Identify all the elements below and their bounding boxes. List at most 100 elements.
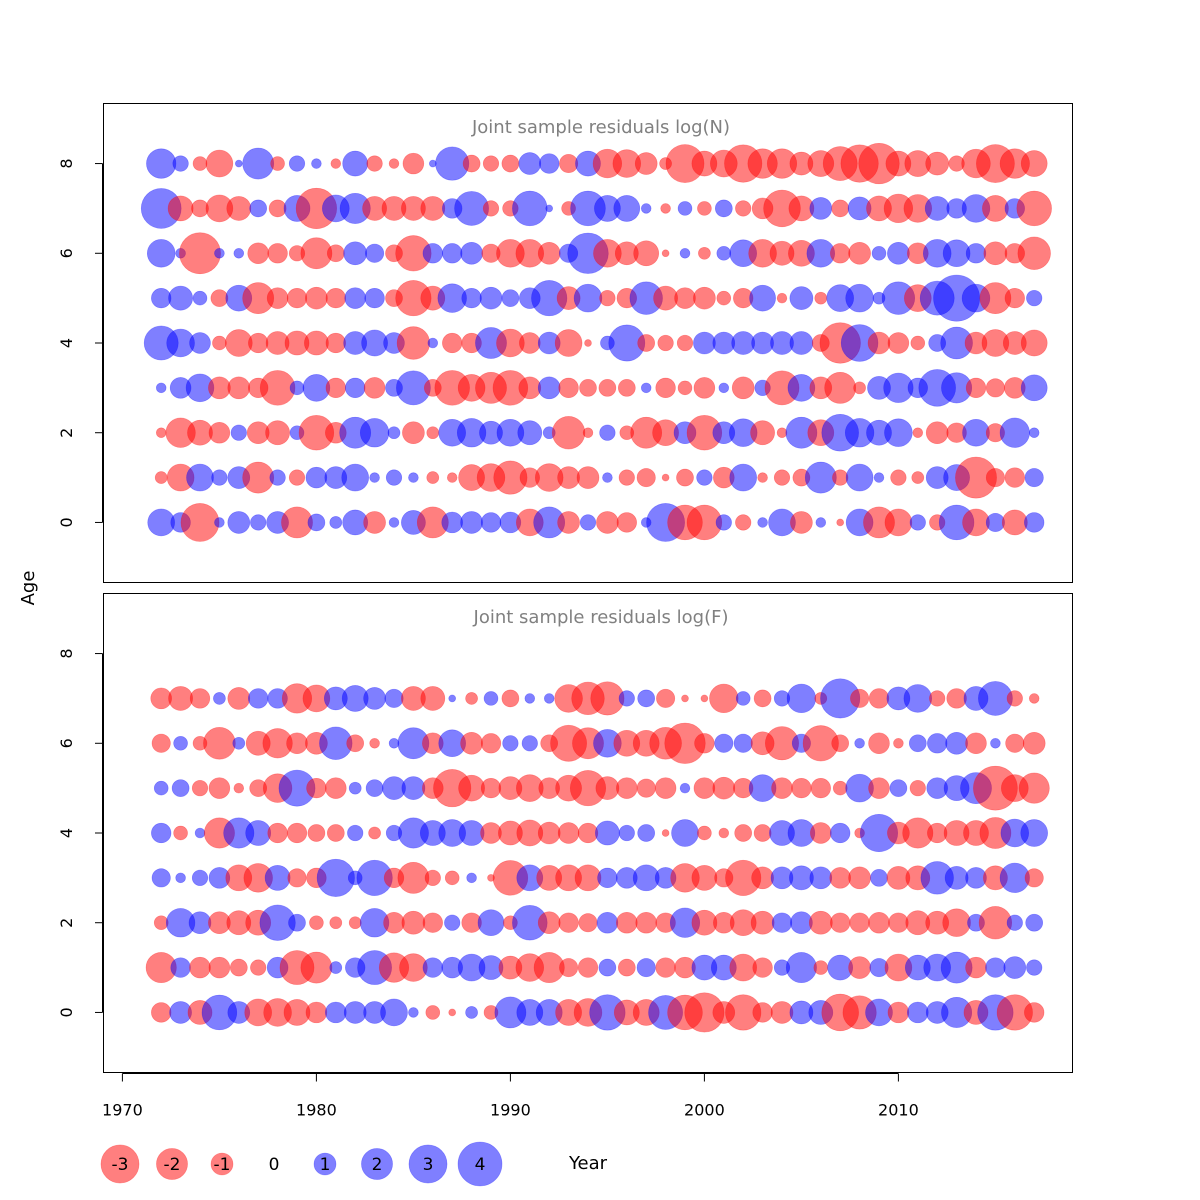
residual-bubble — [343, 241, 368, 266]
residual-bubble — [557, 466, 580, 489]
residual-bubble — [715, 514, 732, 531]
residual-bubble — [444, 870, 460, 886]
residual-bubble — [420, 196, 446, 221]
residual-bubble — [965, 243, 987, 264]
residual-bubble — [849, 912, 870, 933]
panel-log-n: Joint sample residuals log(N) 0 2 4 6 8 — [57, 103, 1073, 583]
y-tick-label: 4 — [57, 338, 76, 348]
residual-bubble — [640, 203, 652, 214]
residual-bubble — [637, 334, 656, 352]
residual-bubble — [442, 243, 463, 264]
residual-bubble — [655, 377, 676, 398]
residual-bubble — [325, 288, 346, 309]
residual-bubble — [329, 516, 343, 529]
residual-bubble — [235, 159, 243, 168]
residual-bubble — [808, 910, 833, 935]
residual-bubble — [1020, 329, 1048, 357]
residual-bubble — [709, 683, 739, 714]
residual-bubble — [365, 243, 385, 263]
x-tick-label: 1980 — [296, 1101, 337, 1120]
residual-bubble — [1016, 190, 1052, 227]
residual-bubble — [173, 736, 188, 751]
legend-bubble — [100, 1144, 140, 1184]
residual-bubble — [814, 291, 828, 305]
x-axis: 1970 1980 1990 2000 2010 — [102, 1073, 919, 1120]
residual-bubble — [853, 381, 866, 395]
residual-bubble — [655, 957, 676, 978]
residual-bubble — [384, 688, 404, 708]
residual-bubble — [656, 688, 676, 708]
residual-bubble — [227, 687, 251, 710]
residual-bubble — [1024, 868, 1044, 888]
residual-bubble — [912, 427, 924, 438]
residual-bubble — [227, 511, 251, 534]
residual-bubble — [151, 733, 171, 753]
residual-bubble — [965, 732, 987, 755]
residual-bubble — [1020, 819, 1048, 847]
residual-bubble — [401, 910, 426, 935]
residual-bubble — [985, 378, 1005, 398]
residual-bubble — [248, 688, 269, 709]
residual-bubble — [307, 824, 326, 842]
residual-bubble — [693, 286, 716, 310]
residual-bubble — [402, 152, 425, 175]
residual-bubble — [348, 916, 362, 930]
residual-bubble — [786, 683, 817, 714]
residual-bubble — [448, 1008, 456, 1017]
residual-bubble — [227, 376, 251, 400]
residual-bubble — [1005, 733, 1025, 753]
residual-bubble — [559, 958, 579, 978]
residual-bubble — [424, 869, 441, 886]
residual-bubble — [482, 200, 500, 217]
y-tick-label: 8 — [57, 648, 76, 658]
residual-bubble — [697, 825, 712, 841]
residual-bubble — [887, 241, 910, 265]
residual-bubble — [309, 915, 324, 930]
residual-bubble — [466, 872, 477, 884]
residual-bubble — [1006, 914, 1023, 931]
residual-bubble — [172, 155, 189, 172]
legend-label: -3 — [112, 1155, 129, 1175]
residual-bubble — [226, 196, 252, 221]
residual-bubble — [519, 332, 541, 354]
y-axis: 0 2 4 6 8 — [57, 648, 103, 1018]
residual-bubble — [716, 246, 732, 261]
residual-bubble — [151, 868, 171, 888]
residual-bubble — [735, 514, 752, 531]
residual-bubble — [911, 471, 925, 484]
residual-bubble — [982, 195, 1009, 222]
residual-bubble — [385, 469, 403, 486]
residual-bubble — [329, 916, 343, 930]
residual-bubble — [845, 283, 874, 313]
residual-bubble — [288, 913, 306, 932]
residual-bubble — [557, 511, 580, 534]
legend-label: -1 — [214, 1155, 231, 1175]
residual-bubble — [554, 329, 583, 357]
residual-bubble — [693, 777, 716, 799]
residual-bubble — [325, 1001, 347, 1024]
residual-bubble — [380, 998, 408, 1027]
residual-bubble — [1004, 288, 1025, 309]
residual-bubble — [208, 421, 231, 444]
residual-bubble — [205, 149, 234, 178]
residual-bubble — [347, 824, 364, 842]
residual-bubble — [480, 512, 502, 533]
residual-bubble — [789, 286, 814, 310]
residual-bubble — [573, 283, 603, 313]
residual-bubble — [306, 777, 327, 799]
legend-label: 4 — [475, 1155, 486, 1175]
residual-bubble — [871, 246, 887, 261]
panel-frame — [103, 593, 1073, 1073]
residual-bubble — [364, 288, 385, 309]
x-tick-label: 2010 — [878, 1101, 919, 1120]
residual-bubble — [884, 418, 913, 447]
legend-label: 0 — [269, 1155, 280, 1175]
residual-bubble — [677, 380, 693, 396]
residual-bubble — [326, 824, 345, 842]
residual-bubble — [397, 861, 430, 894]
legend-label: 3 — [423, 1155, 434, 1175]
residual-bubble — [757, 472, 768, 483]
residual-bubble — [537, 911, 561, 935]
residual-bubble — [1025, 913, 1044, 932]
